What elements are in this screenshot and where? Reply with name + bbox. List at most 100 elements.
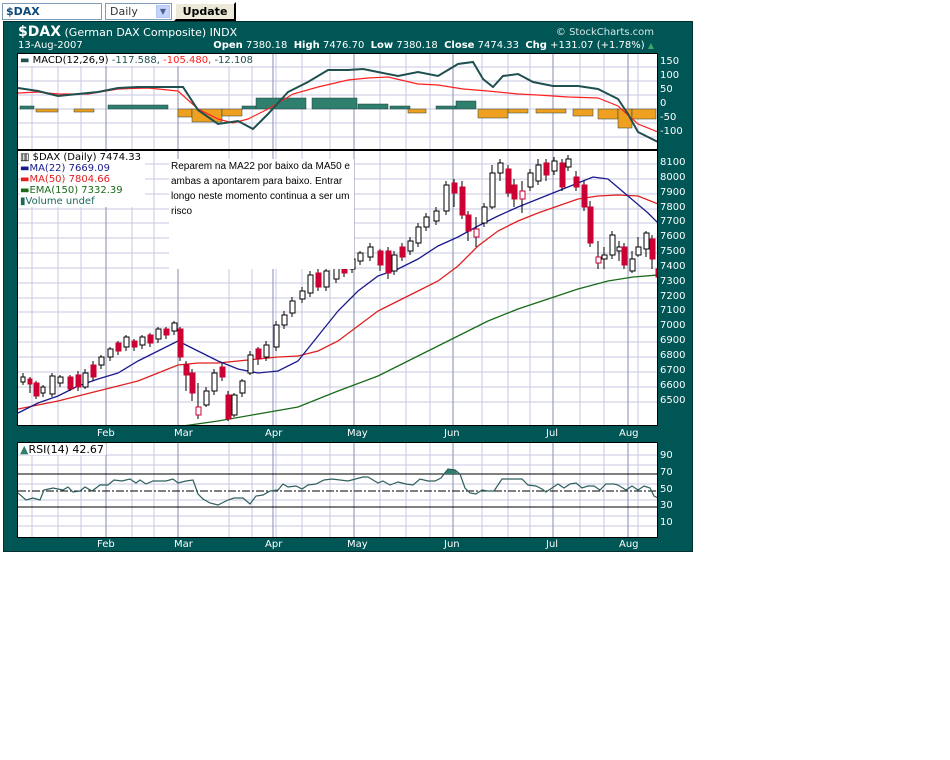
ohlc-summary: Open 7380.18 High 7476.70 Low 7380.18 Cl… <box>213 40 654 51</box>
ma50-label: MA(50) 7804.66 <box>29 174 110 185</box>
update-button[interactable]: Update <box>174 2 236 21</box>
price-tick: 7700 <box>660 216 686 227</box>
price-tick: 6700 <box>660 365 686 376</box>
volume-bars-icon: ▮ <box>20 196 26 207</box>
ema150-label: EMA(150) 7332.39 <box>29 185 123 196</box>
volume-label: Volume undef <box>25 196 95 207</box>
chart-date: 13-Aug-2007 <box>18 40 83 51</box>
price-title-text: $DAX (Daily) 7474.33 <box>32 152 142 163</box>
up-triangle-icon: ▲ <box>647 41 654 50</box>
rsi-panel: ▲RSI(14) 42.67 <box>17 442 658 538</box>
macd-label: MACD(12,26,9) <box>32 55 109 66</box>
price-tick: 6800 <box>660 350 686 361</box>
price-tick: 7800 <box>660 202 686 213</box>
chevron-down-icon[interactable]: ▼ <box>156 5 170 18</box>
price-plot <box>18 151 657 425</box>
annotation-note: Reparem na MA22 por baixo da MA50 e amba… <box>169 159 354 269</box>
month-label: Mar <box>174 539 193 550</box>
chart-exchange: INDX <box>209 26 238 39</box>
candlestick-icon: ▥ <box>20 152 30 163</box>
ma22-label: MA(22) 7669.09 <box>29 163 110 174</box>
ma50-legend: ▬MA(50) 7804.66 <box>20 174 141 185</box>
ma22-line <box>18 176 657 414</box>
macd-tick: 150 <box>660 56 680 67</box>
ema150-swatch: ▬ <box>20 185 30 196</box>
rsi-line <box>18 468 657 506</box>
month-label: Jul <box>546 539 559 550</box>
price-tick: 7100 <box>660 305 686 316</box>
open-label: Open <box>213 40 243 51</box>
ema150-line <box>185 274 657 425</box>
price-tick: 6600 <box>660 380 686 391</box>
low-label: Low <box>370 40 394 51</box>
price-tick: 8100 <box>660 157 686 168</box>
ma50-swatch: ▬ <box>20 174 30 185</box>
macd-line <box>18 60 657 143</box>
price-tick: 7000 <box>660 320 686 331</box>
price-tick: 7500 <box>660 246 686 257</box>
price-title: ▥ $DAX (Daily) 7474.33 <box>20 152 141 163</box>
price-tick: 7300 <box>660 276 686 287</box>
price-tick: 6900 <box>660 335 686 346</box>
month-label: May <box>347 539 368 550</box>
month-label: May <box>347 428 368 439</box>
price-tick: 7400 <box>660 261 686 272</box>
price-legend: ▥ $DAX (Daily) 7474.33 ▬MA(22) 7669.09 ▬… <box>20 152 146 207</box>
open-value: 7380.18 <box>245 40 288 51</box>
period-select[interactable]: Daily ▼ <box>105 3 172 20</box>
rsi-legend: ▲RSI(14) 42.67 <box>20 444 106 455</box>
macd-tick: 0 <box>660 98 667 109</box>
month-label: Aug <box>619 428 639 439</box>
month-label: Aug <box>619 539 639 550</box>
month-label: Apr <box>265 539 283 550</box>
rsi-label: RSI(14) 42.67 <box>28 443 104 456</box>
brand-logo: © StockCharts.com <box>555 27 654 38</box>
symbol-form: Daily ▼ Update <box>0 0 400 21</box>
ma50-line <box>18 194 657 410</box>
macd-tick: 100 <box>660 70 680 81</box>
price-panel: ▥ $DAX (Daily) 7474.33 ▬MA(22) 7669.09 ▬… <box>17 150 658 426</box>
chart-title: $DAX (German DAX Composite) INDX <box>18 24 237 40</box>
price-tick: 7200 <box>660 291 686 302</box>
ma22-swatch: ▬ <box>20 163 30 174</box>
chart-company: (German DAX Composite) <box>64 26 207 39</box>
macd-tick: -100 <box>660 126 683 137</box>
price-tick: 7900 <box>660 187 686 198</box>
chg-value: +131.07 (+1.78%) <box>550 40 645 51</box>
rsi-tick: 10 <box>660 517 673 528</box>
high-value: 7476.70 <box>322 40 365 51</box>
rsi-tick: 50 <box>660 484 673 495</box>
month-label: Jun <box>444 539 460 550</box>
symbol-input[interactable] <box>2 3 102 20</box>
month-label: Feb <box>97 428 115 439</box>
macd-tick: 50 <box>660 84 673 95</box>
period-value: Daily <box>110 5 138 18</box>
price-tick: 8000 <box>660 172 686 183</box>
date-axis-bottom: Feb Mar Apr May Jun Jul Aug <box>17 538 658 553</box>
chart-frame: $DAX (German DAX Composite) INDX 13-Aug-… <box>3 21 693 552</box>
macd-plot <box>18 54 657 149</box>
candlesticks <box>20 155 657 421</box>
price-tick: 7600 <box>660 231 686 242</box>
date-axis-top: Feb Mar Apr May Jun Jul Aug <box>17 427 658 442</box>
rsi-mountain-icon: ▲ <box>20 443 29 456</box>
macd-hist-value: -12.108 <box>214 55 254 66</box>
close-value: 7474.33 <box>477 40 519 51</box>
macd-value: -117.588, <box>111 55 160 66</box>
month-label: Feb <box>97 539 115 550</box>
macd-tick: -50 <box>660 112 677 123</box>
rsi-tick: 90 <box>660 450 673 461</box>
ma22-legend: ▬MA(22) 7669.09 <box>20 163 141 174</box>
macd-signal-value: -105.480, <box>163 55 212 66</box>
rsi-tick: 70 <box>660 467 673 478</box>
high-label: High <box>293 40 320 51</box>
chg-label: Chg <box>525 40 547 51</box>
rsi-plot <box>18 443 657 537</box>
close-label: Close <box>444 40 475 51</box>
macd-signal-line <box>18 76 657 133</box>
chart-symbol: $DAX <box>18 24 61 40</box>
month-label: Jun <box>444 428 460 439</box>
macd-legend-swatch: ▬ <box>20 55 30 66</box>
month-label: Mar <box>174 428 193 439</box>
low-value: 7380.18 <box>396 40 438 51</box>
